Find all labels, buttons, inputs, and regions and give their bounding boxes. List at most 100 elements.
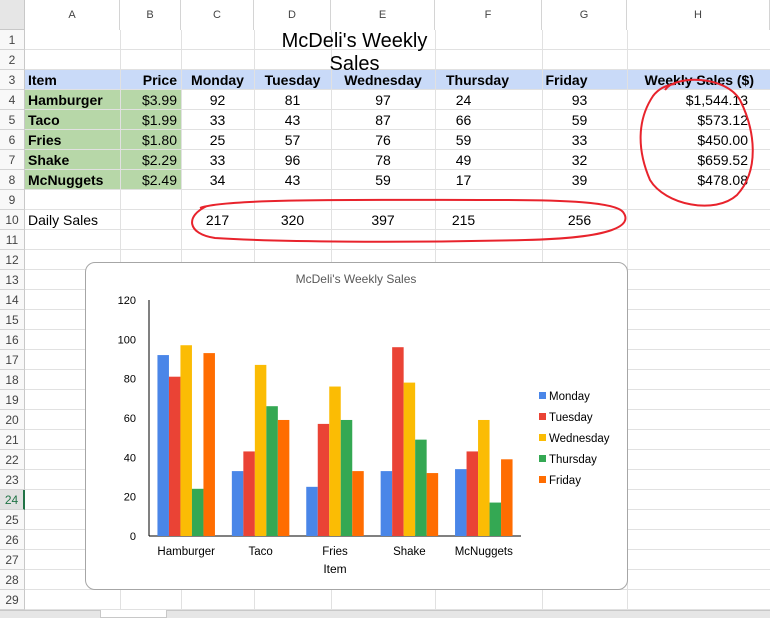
row-header-11[interactable]: 11 [0,230,25,250]
header-thursday[interactable]: Thursday [445,72,509,88]
row-header-15[interactable]: 15 [0,310,25,330]
item-day-value[interactable]: 43 [284,112,301,128]
header-wednesday[interactable]: Wednesday [344,72,422,88]
item-day-value[interactable]: 39 [571,172,588,188]
item-day-value[interactable]: 33 [209,152,226,168]
item-price[interactable]: $2.29 [141,152,177,168]
row-header-29[interactable]: 29 [0,590,25,610]
item-price[interactable]: $2.49 [141,172,177,188]
header-tuesday[interactable]: Tuesday [264,72,321,88]
row-header-21[interactable]: 21 [0,430,25,450]
row-header-12[interactable]: 12 [0,250,25,270]
row-header-2[interactable]: 2 [0,50,25,70]
header-friday[interactable]: Friday [545,72,588,88]
sales-chart[interactable]: McDeli's Weekly Sales 0 20 40 60 80 100 120 Hamb… [85,262,628,590]
column-header-g[interactable]: G [542,0,627,30]
item-name[interactable]: Fries [28,132,62,148]
header-weekly-sales[interactable]: Weekly Sales ($) [644,72,754,88]
daily-sales-thursday[interactable]: 215 [451,212,476,228]
bar-thursday-taco [266,406,278,536]
daily-sales-friday[interactable]: 256 [567,212,592,228]
item-day-value[interactable]: 32 [571,152,588,168]
sheet-title[interactable]: McDeli's Weekly Sales [281,30,428,75]
header-row-fill [25,70,770,90]
select-all-corner[interactable] [0,0,25,30]
header-item[interactable]: Item [28,72,57,88]
item-day-value[interactable]: 57 [284,132,301,148]
row-header-18[interactable]: 18 [0,370,25,390]
item-day-value[interactable]: 24 [455,92,472,108]
item-day-value[interactable]: 92 [209,92,226,108]
item-day-value[interactable]: 87 [375,112,391,128]
item-day-value[interactable]: 17 [455,172,472,188]
row-header-4[interactable]: 4 [0,90,25,110]
item-weekly-sales[interactable]: $1,544.13 [685,92,748,108]
row-header-22[interactable]: 22 [0,450,25,470]
item-day-value[interactable]: 97 [375,92,391,108]
row-header-24[interactable]: 24 [0,490,25,510]
item-day-value[interactable]: 59 [375,172,391,188]
item-weekly-sales[interactable]: $450.00 [697,132,748,148]
item-day-value[interactable]: 59 [571,112,588,128]
row-header-8[interactable]: 8 [0,170,25,190]
item-day-value[interactable]: 49 [455,152,472,168]
daily-sales-label[interactable]: Daily Sales [28,212,99,228]
item-day-value[interactable]: 34 [209,172,226,188]
item-name[interactable]: Shake [28,152,70,168]
item-day-value[interactable]: 81 [284,92,301,108]
item-weekly-sales[interactable]: $573.12 [697,112,748,128]
item-name[interactable]: Taco [28,112,60,128]
row-header-13[interactable]: 13 [0,270,25,290]
item-column-fill [25,90,181,190]
column-header-c[interactable]: C [181,0,254,30]
daily-sales-monday[interactable]: 217 [205,212,230,228]
item-day-value[interactable]: 25 [209,132,226,148]
row-header-10[interactable]: 10 [0,210,25,230]
header-monday[interactable]: Monday [191,72,244,88]
item-day-value[interactable]: 66 [455,112,472,128]
row-header-16[interactable]: 16 [0,330,25,350]
item-day-value[interactable]: 33 [209,112,226,128]
item-day-value[interactable]: 76 [375,132,391,148]
row-header-27[interactable]: 27 [0,550,25,570]
item-price[interactable]: $1.80 [141,132,177,148]
row-header-25[interactable]: 25 [0,510,25,530]
row-header-23[interactable]: 23 [0,470,25,490]
row-header-28[interactable]: 28 [0,570,25,590]
row-header-17[interactable]: 17 [0,350,25,370]
daily-sales-wednesday[interactable]: 397 [371,212,395,228]
row-header-1[interactable]: 1 [0,30,25,50]
row-header-19[interactable]: 19 [0,390,25,410]
column-header-a[interactable]: A [25,0,120,30]
item-weekly-sales[interactable]: $659.52 [697,152,748,168]
column-header-b[interactable]: B [120,0,181,30]
row-header-26[interactable]: 26 [0,530,25,550]
item-price[interactable]: $1.99 [141,112,177,128]
item-day-value[interactable]: 78 [375,152,391,168]
row-header-6[interactable]: 6 [0,130,25,150]
row-header-7[interactable]: 7 [0,150,25,170]
bar-thursday-hamburger [191,488,204,536]
item-day-value[interactable]: 33 [571,132,588,148]
column-header-d[interactable]: D [254,0,331,30]
item-day-value[interactable]: 43 [284,172,301,188]
item-name[interactable]: Hamburger [28,92,103,108]
item-name[interactable]: McNuggets [28,172,104,188]
row-header-20[interactable]: 20 [0,410,25,430]
daily-sales-tuesday[interactable]: 320 [280,212,305,228]
header-price[interactable]: Price [142,72,177,88]
column-header-e[interactable]: E [331,0,435,30]
bar-wednesday-shake [403,382,416,536]
row-header-3[interactable]: 3 [0,70,25,90]
item-day-value[interactable]: 93 [571,92,588,108]
item-price[interactable]: $3.99 [141,92,177,108]
row-header-5[interactable]: 5 [0,110,25,130]
item-weekly-sales[interactable]: $478.08 [697,172,748,188]
row-header-9[interactable]: 9 [0,190,25,210]
bar-friday-fries [352,471,364,536]
column-header-f[interactable]: F [435,0,542,30]
column-header-h[interactable]: H [627,0,770,30]
row-header-14[interactable]: 14 [0,290,25,310]
item-day-value[interactable]: 96 [284,152,301,168]
item-day-value[interactable]: 59 [455,132,472,148]
